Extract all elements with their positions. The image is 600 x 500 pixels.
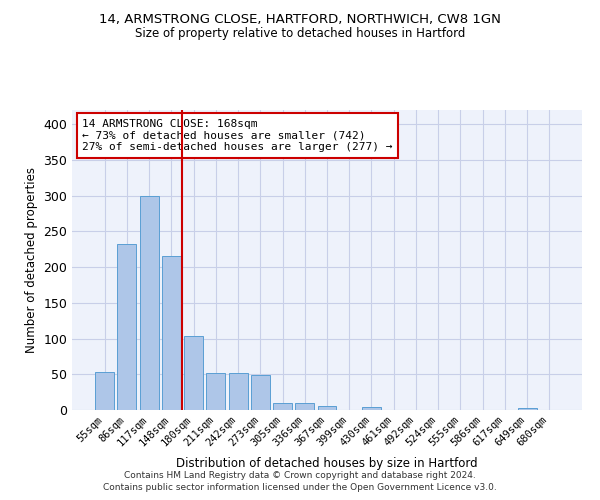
Bar — [206, 373, 225, 410]
Bar — [273, 403, 292, 410]
Bar — [295, 403, 314, 410]
Bar — [362, 407, 381, 410]
X-axis label: Distribution of detached houses by size in Hartford: Distribution of detached houses by size … — [176, 457, 478, 470]
Bar — [518, 408, 536, 410]
Y-axis label: Number of detached properties: Number of detached properties — [25, 167, 38, 353]
Bar — [140, 196, 158, 410]
Bar — [251, 375, 270, 410]
Text: Contains HM Land Registry data © Crown copyright and database right 2024.: Contains HM Land Registry data © Crown c… — [124, 471, 476, 480]
Text: 14, ARMSTRONG CLOSE, HARTFORD, NORTHWICH, CW8 1GN: 14, ARMSTRONG CLOSE, HARTFORD, NORTHWICH… — [99, 12, 501, 26]
Bar — [162, 256, 181, 410]
Text: Size of property relative to detached houses in Hartford: Size of property relative to detached ho… — [135, 28, 465, 40]
Text: 14 ARMSTRONG CLOSE: 168sqm
← 73% of detached houses are smaller (742)
27% of sem: 14 ARMSTRONG CLOSE: 168sqm ← 73% of deta… — [82, 119, 392, 152]
Bar — [184, 336, 203, 410]
Bar — [317, 406, 337, 410]
Bar — [229, 373, 248, 410]
Text: Contains public sector information licensed under the Open Government Licence v3: Contains public sector information licen… — [103, 484, 497, 492]
Bar — [95, 372, 114, 410]
Bar — [118, 244, 136, 410]
